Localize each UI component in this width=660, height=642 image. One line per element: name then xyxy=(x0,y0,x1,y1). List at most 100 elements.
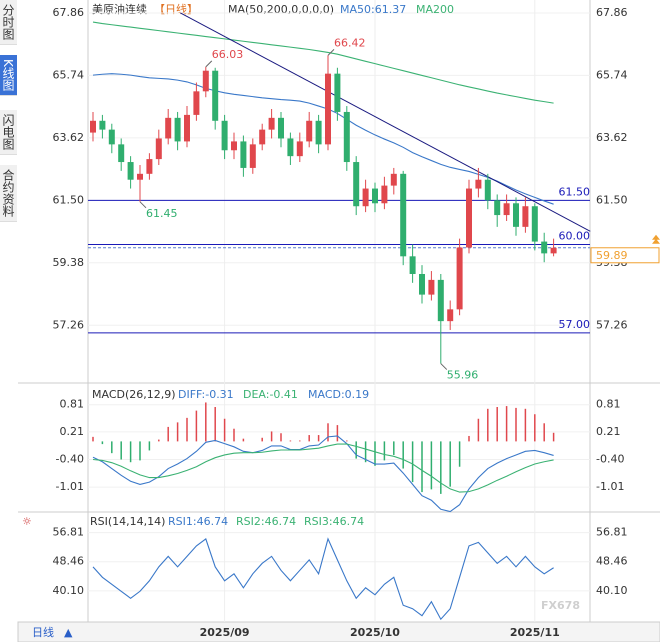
candle-body xyxy=(278,117,284,139)
candle-body xyxy=(343,111,350,163)
candle-body xyxy=(155,138,162,160)
candle-body xyxy=(513,203,519,227)
ma-line xyxy=(92,73,554,205)
bottom-bar xyxy=(17,621,660,642)
settings-icon[interactable]: ☼ xyxy=(22,515,32,528)
candle-body xyxy=(165,117,172,139)
candle-body xyxy=(268,117,275,130)
candle-body xyxy=(484,179,491,201)
candle-body xyxy=(315,120,322,145)
trendline xyxy=(180,12,591,232)
y-tick-label: -0.40 xyxy=(56,452,84,465)
level-label: 61.50 xyxy=(559,185,591,198)
annotation-tick xyxy=(139,201,147,209)
candle-body xyxy=(221,120,228,151)
candle-body xyxy=(437,279,444,322)
candle-body xyxy=(118,144,125,163)
y-tick-label: -0.40 xyxy=(596,452,624,465)
y-tick-label: 57.26 xyxy=(53,318,85,331)
macd-line xyxy=(92,443,554,493)
candle-body xyxy=(146,159,153,174)
candle-body xyxy=(419,273,425,295)
legend-item: RSI3:46.74 xyxy=(304,515,364,528)
candle-body xyxy=(249,144,256,168)
title: 美原油连续 xyxy=(92,2,147,16)
side-tab[interactable]: 分时图 xyxy=(0,0,17,45)
y-tick-label: 56.81 xyxy=(596,526,628,539)
candle-body xyxy=(409,256,416,274)
y-tick-label: 67.86 xyxy=(596,6,628,19)
y-tick-label: 0.21 xyxy=(596,425,621,438)
legend-item: RSI2:46.74 xyxy=(236,515,296,528)
y-tick-label: 40.10 xyxy=(53,584,85,597)
candle-body xyxy=(184,114,190,142)
candle-body xyxy=(550,247,557,254)
level-label: 57.00 xyxy=(559,318,591,331)
candle-body xyxy=(494,200,501,216)
legend-item: DIFF:-0.31 xyxy=(178,388,234,401)
last-price-label: 59.89 xyxy=(596,249,628,262)
candle-body xyxy=(381,185,388,204)
annotation: 66.42 xyxy=(334,36,366,49)
macd-line xyxy=(92,435,554,513)
candle-body xyxy=(531,206,538,242)
side-tab[interactable]: 合约资料 xyxy=(0,165,17,222)
candle-body xyxy=(240,141,247,168)
marker xyxy=(652,234,660,244)
level-label: 60.00 xyxy=(559,230,591,243)
y-tick-label: 59.38 xyxy=(53,256,85,269)
period: 【日线】 xyxy=(154,2,198,16)
candle-body xyxy=(108,129,115,145)
candle-body xyxy=(362,188,369,207)
candle-body xyxy=(296,141,303,157)
legend-item: MA200 xyxy=(416,3,454,16)
annotation: 61.45 xyxy=(146,207,178,220)
candle-body xyxy=(400,173,407,257)
y-tick-label: 65.74 xyxy=(53,68,85,81)
bottom-tab[interactable]: 日线 xyxy=(32,625,54,639)
y-tick-label: 61.50 xyxy=(596,193,628,206)
candle-body xyxy=(522,206,529,227)
y-tick-label: 63.62 xyxy=(53,131,85,144)
candle-body xyxy=(447,309,454,322)
candle-body xyxy=(428,279,435,295)
y-tick-label: 63.62 xyxy=(596,131,628,144)
rsi-label: RSI(14,14,14) xyxy=(90,515,165,528)
ma-label: MA(50,200,0,0,0,0) xyxy=(228,3,334,16)
candle-body xyxy=(193,91,200,115)
macd-label: MACD(26,12,9) xyxy=(92,388,176,401)
x-tick-label: 2025/11 xyxy=(510,626,560,639)
annotation: 66.03 xyxy=(212,48,244,61)
y-tick-label: 0.21 xyxy=(60,425,85,438)
y-tick-label: 61.50 xyxy=(53,193,85,206)
candle-body xyxy=(212,70,219,121)
candle-body xyxy=(353,162,360,207)
legend-item: DEA:-0.41 xyxy=(243,388,298,401)
y-tick-label: 48.46 xyxy=(53,555,85,568)
y-tick-label: 0.81 xyxy=(596,398,621,411)
side-tab[interactable]: K线图 xyxy=(0,55,17,96)
y-tick-label: 65.74 xyxy=(596,68,628,81)
annotation-tick xyxy=(327,49,335,56)
candle-body xyxy=(334,73,341,112)
annotation-tick xyxy=(440,363,448,370)
y-tick-label: 57.26 xyxy=(596,318,628,331)
side-tab[interactable]: 闪电图 xyxy=(0,110,17,155)
candle-body xyxy=(306,120,313,142)
y-tick-label: 48.46 xyxy=(596,555,628,568)
y-tick-label: 67.86 xyxy=(53,6,85,19)
watermark: FX678 xyxy=(541,599,580,612)
candle-body xyxy=(287,138,294,157)
tab-arrow[interactable]: ▲ xyxy=(64,626,73,639)
legend-item: RSI1:46.74 xyxy=(168,515,228,528)
candle-body xyxy=(390,173,397,186)
y-tick-label: -1.01 xyxy=(56,480,84,493)
annotation: 55.96 xyxy=(447,369,479,382)
candle-body xyxy=(90,120,96,133)
candle-body xyxy=(541,241,548,254)
last-price-box xyxy=(590,247,660,264)
candle-body xyxy=(466,188,472,248)
candle-body xyxy=(503,203,510,216)
x-tick-label: 2025/10 xyxy=(350,626,400,639)
